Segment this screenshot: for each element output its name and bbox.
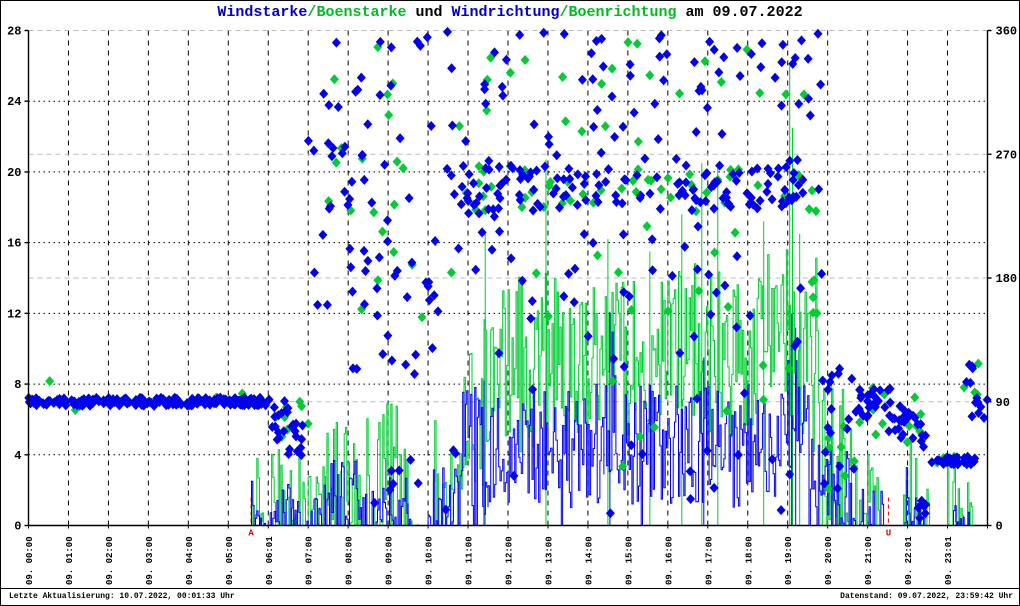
x-tick-label: 09. 12:00 (505, 536, 515, 585)
x-tick-label: 09. 19:00 (784, 536, 794, 585)
title-segment: Boenstarke (316, 4, 407, 21)
x-axis-labels: 09. 00:00 09. 01:00 09. 02:00 09. 03:00 09. … (25, 536, 954, 585)
y-axis-left-labels: 0 4 8 12 16 20 24 28 (7, 25, 21, 534)
y-right-tick-label: 180 (996, 272, 1018, 286)
y-left-tick-label: 0 (14, 520, 21, 534)
series-windrichtung-scatter (24, 26, 992, 523)
last-update-text: Letzte Aktualisierung: 10.07.2022, 00:01… (9, 592, 235, 601)
x-tick-label: 09. 16:00 (664, 536, 674, 585)
x-tick-label: 09. 04:00 (185, 536, 195, 585)
axes (24, 29, 992, 529)
x-tick-label: 09. 00:00 (25, 536, 35, 585)
sun-marker-label: U (886, 529, 891, 539)
x-tick-label: 09. 01:00 (65, 536, 75, 585)
title-segment: / (559, 4, 569, 21)
y-right-tick-label: 90 (996, 396, 1010, 410)
grid-lines (28, 30, 988, 526)
y-axis-right-labels: 0 90 180 270 360 (996, 25, 1018, 534)
title-segment: Windrichtung (451, 4, 560, 21)
chart-title: Windstarke/Boenstarke und Windrichtung/B… (1, 4, 1019, 21)
x-tick-label: 09. 03:00 (145, 536, 155, 585)
title-segment: Windstarke (217, 4, 308, 21)
x-tick-label: 09. 21:00 (864, 536, 874, 585)
x-tick-label: 09. 06:01 (265, 536, 275, 585)
x-tick-label: 09. 07:00 (305, 536, 315, 585)
title-segment: Boenrichtung (568, 4, 677, 21)
x-tick-label: 09. 14:00 (584, 536, 594, 585)
sun-marker-label: A (248, 529, 254, 539)
x-tick-label: 09. 17:00 (704, 536, 714, 585)
y-left-tick-label: 8 (14, 378, 21, 392)
x-tick-label: 09. 11:00 (465, 536, 475, 585)
y-right-tick-label: 270 (996, 148, 1018, 162)
x-tick-label: 09. 05:00 (225, 536, 235, 585)
x-tick-label: 09. 10:00 (425, 536, 435, 585)
x-tick-label: 09. 13:00 (544, 536, 554, 585)
series-boenrichtung-scatter (45, 37, 983, 494)
series-windstaerke-line (28, 311, 987, 526)
y-left-tick-label: 28 (7, 25, 21, 39)
data-timestamp-text: Datenstand: 09.07.2022, 23:59:42 Uhr (840, 592, 1013, 601)
x-tick-label: 09. 22:01 (904, 536, 914, 585)
title-segment: und (406, 4, 452, 21)
y-left-tick-label: 20 (7, 166, 21, 180)
x-tick-label: 09. 18:00 (744, 536, 754, 585)
y-left-tick-label: 16 (7, 237, 21, 251)
y-left-tick-label: 12 (7, 307, 21, 321)
x-tick-label: 09. 09:00 (385, 536, 395, 585)
y-left-tick-label: 4 (14, 449, 21, 463)
x-tick-label: 09. 23:01 (944, 536, 954, 585)
title-segment: am 09.07.2022 (676, 4, 803, 21)
x-tick-label: 09. 15:00 (624, 536, 634, 585)
y-right-tick-label: 0 (996, 520, 1003, 534)
x-tick-label: 09. 02:00 (105, 536, 115, 585)
title-segment: / (307, 4, 317, 21)
y-left-tick-label: 24 (7, 95, 21, 109)
x-tick-label: 09. 08:00 (345, 536, 355, 585)
x-tick-label: 09. 20:00 (824, 536, 834, 585)
status-bar: Letzte Aktualisierung: 10.07.2022, 00:01… (1, 588, 1019, 605)
y-right-tick-label: 360 (996, 25, 1018, 39)
